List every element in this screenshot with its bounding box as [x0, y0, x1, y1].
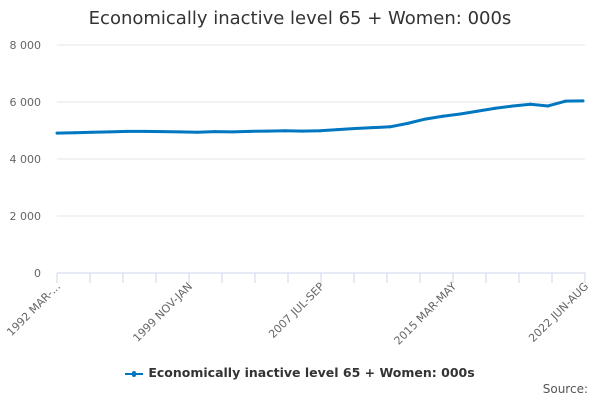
legend-item[interactable]: Economically inactive level 65 + Women: … — [0, 365, 600, 380]
y-tick-label: 0 — [34, 267, 41, 280]
data-point — [563, 99, 567, 103]
data-point — [581, 99, 585, 103]
chart-title: Economically inactive level 65 + Women: … — [88, 8, 512, 29]
data-point — [423, 117, 427, 121]
data-point — [493, 106, 497, 110]
data-point — [300, 129, 304, 133]
data-point — [213, 130, 217, 134]
x-tick-label: 1992 MAR-... — [4, 280, 63, 339]
y-tick-label: 2 000 — [10, 210, 42, 223]
data-point — [441, 114, 445, 118]
x-tick-label: 2007 JUL-SEP — [266, 280, 327, 341]
x-tick-label: 2022 JUN-AUG — [526, 280, 591, 345]
data-point — [318, 129, 322, 133]
x-tick-label: 2015 MAR-MAY — [392, 280, 460, 348]
series-line — [56, 99, 584, 135]
data-point — [511, 104, 515, 108]
legend-label: Economically inactive level 65 + Women: … — [148, 365, 475, 380]
data-point — [283, 129, 287, 133]
data-point — [388, 125, 392, 129]
data-point — [108, 130, 112, 134]
data-point — [546, 104, 550, 108]
data-point — [406, 121, 410, 125]
data-point — [160, 130, 164, 134]
data-point — [458, 112, 462, 116]
data-point — [371, 126, 375, 130]
y-tick-label: 6 000 — [10, 96, 42, 109]
data-point — [336, 128, 340, 132]
data-point — [353, 127, 357, 131]
legend-swatch — [125, 370, 144, 377]
y-tick-label: 8 000 — [10, 39, 42, 52]
data-point — [476, 109, 480, 113]
data-point — [195, 130, 199, 134]
x-tick-label: 1999 NOV-JAN — [130, 280, 195, 345]
data-point — [55, 131, 59, 135]
data-point — [73, 131, 77, 135]
data-point — [143, 129, 147, 133]
data-point — [248, 129, 252, 133]
data-point — [125, 129, 129, 133]
data-point — [265, 129, 269, 133]
data-point — [528, 102, 532, 106]
data-point — [230, 130, 234, 134]
source-label: Source: — [542, 382, 588, 396]
y-tick-label: 4 000 — [10, 153, 42, 166]
data-point — [90, 130, 94, 134]
data-point — [178, 130, 182, 134]
